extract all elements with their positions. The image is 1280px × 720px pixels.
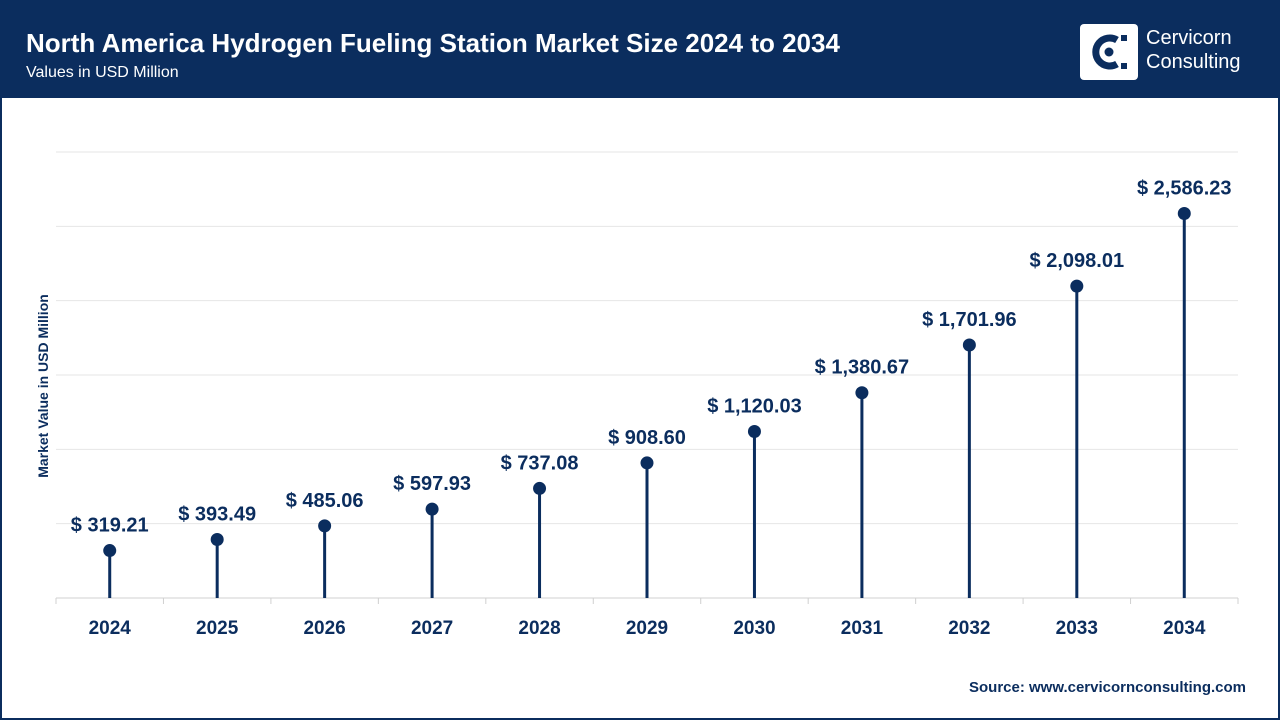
data-labels: $ 319.21 $ 393.49 $ 485.06 $ 597.93 $ 737.08… <box>71 178 1232 537</box>
cervicorn-logo-icon <box>1080 24 1138 80</box>
chart-subtitle: Values in USD Million <box>26 64 179 81</box>
y-axis-label: Market Value in USD Million <box>35 294 51 478</box>
marker-2026 <box>318 519 332 533</box>
brand-name: Cervicorn Consulting <box>1146 26 1241 74</box>
marker-2030 <box>747 424 761 438</box>
marker-2032 <box>962 338 976 352</box>
x-tick-2026: 2026 <box>303 618 345 639</box>
brand-line-2: Consulting <box>1146 51 1241 73</box>
marker-2028 <box>533 481 547 495</box>
x-tick-2024: 2024 <box>89 618 132 639</box>
x-tick-2031: 2031 <box>841 618 884 639</box>
data-label-2024: $ 319.21 <box>71 515 149 537</box>
header-bar: North America Hydrogen Fueling Station M… <box>2 2 1278 98</box>
x-tick-2027: 2027 <box>411 618 453 639</box>
x-tick-2029: 2029 <box>626 618 668 639</box>
source-note: Source: www.cervicornconsulting.com <box>968 679 1246 696</box>
x-tick-labels: 2024 2025 2026 2027 2028 2029 2030 2031 2032 2033… <box>89 618 1206 639</box>
data-label-2026: $ 485.06 <box>286 490 364 512</box>
marker-2025 <box>210 533 224 547</box>
x-tick-2028: 2028 <box>518 618 560 639</box>
markers <box>103 207 1191 558</box>
data-label-2034: $ 2,586.23 <box>1137 178 1232 200</box>
data-label-2028: $ 737.08 <box>501 452 579 474</box>
data-label-2032: $ 1,701.96 <box>922 309 1017 331</box>
data-label-2033: $ 2,098.01 <box>1030 250 1125 272</box>
x-tick-2034: 2034 <box>1163 618 1206 639</box>
data-label-2031: $ 1,380.67 <box>815 357 910 379</box>
chart-title: North America Hydrogen Fueling Station M… <box>26 28 840 58</box>
data-label-2029: $ 908.60 <box>608 427 686 449</box>
x-tick-2032: 2032 <box>948 618 990 639</box>
marker-2029 <box>640 456 654 470</box>
data-label-2027: $ 597.93 <box>393 473 471 495</box>
data-label-2025: $ 393.49 <box>178 504 256 526</box>
x-tick-2033: 2033 <box>1056 618 1098 639</box>
marker-2027 <box>425 502 439 516</box>
marker-2034 <box>1177 207 1191 221</box>
grid-lines <box>55 151 1239 604</box>
x-tick-2030: 2030 <box>733 618 775 639</box>
stems <box>108 213 1186 598</box>
data-label-2030: $ 1,120.03 <box>707 395 802 417</box>
marker-2031 <box>855 386 869 400</box>
x-tick-2025: 2025 <box>196 618 239 639</box>
brand-line-1: Cervicorn <box>1146 27 1232 49</box>
marker-2024 <box>103 544 117 558</box>
marker-2033 <box>1070 279 1084 293</box>
